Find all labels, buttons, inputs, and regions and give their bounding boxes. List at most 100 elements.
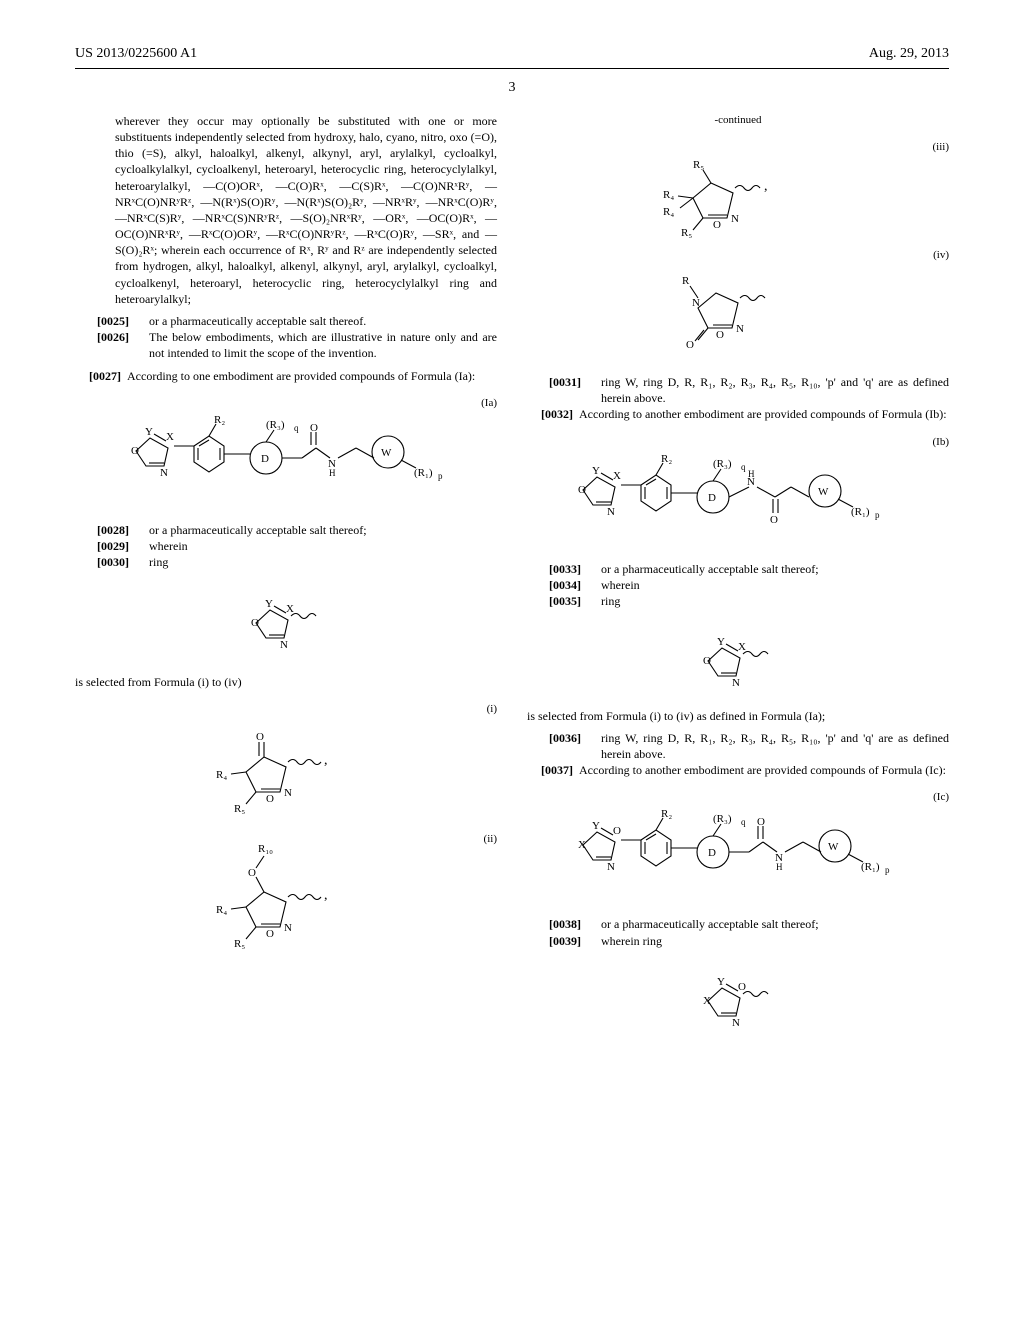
svg-text:O: O — [310, 422, 318, 434]
ring-fragment-right-2: X N Y O — [527, 961, 949, 1035]
para-0036: [0036] ring W, ring D, R, R₁, R₂, R₃, R₄… — [527, 730, 949, 762]
svg-text:R₂: R₂ — [661, 808, 672, 820]
svg-text:R₅: R₅ — [693, 159, 704, 171]
continued-label: -continued — [527, 113, 949, 128]
right-column: -continued (iii) O N R₅ R₄ — [527, 113, 949, 1047]
para-text: or a pharmaceutically acceptable salt th… — [601, 916, 949, 932]
para-text: According to one embodiment are provided… — [127, 368, 497, 384]
structure-ii: O N O R₁₀ R₄ R₅ , — [196, 832, 376, 952]
para-text: ring — [149, 554, 497, 570]
para-0039: [0039] wherein ring — [527, 933, 949, 949]
formula-ii: (ii) O N O R₁₀ R₄ — [75, 832, 497, 956]
svg-text:H: H — [776, 862, 783, 872]
formula-Ib: (Ib) O N Y X — [527, 435, 949, 549]
svg-text:,: , — [764, 179, 768, 194]
svg-text:Y: Y — [717, 636, 725, 648]
svg-text:O: O — [613, 825, 621, 837]
svg-text:R: R — [682, 275, 690, 287]
svg-text:H: H — [748, 469, 755, 479]
svg-text:R₅: R₅ — [681, 227, 692, 239]
formula-label-iii: (iii) — [933, 140, 950, 155]
para-number: [0039] — [549, 933, 601, 949]
para-number: [0038] — [549, 916, 601, 932]
page-number: 3 — [75, 79, 949, 98]
svg-text:O: O — [686, 339, 694, 351]
svg-text:(R₃): (R₃) — [266, 419, 285, 431]
para-number: [0026] — [97, 329, 149, 361]
svg-text:X: X — [703, 995, 711, 1007]
ring-fragment-right-1: O N Y X — [527, 621, 949, 695]
para-text: or a pharmaceutically acceptable salt th… — [601, 561, 949, 577]
para-number: [0037] — [527, 762, 579, 778]
svg-text:Y: Y — [265, 598, 273, 610]
svg-text:O: O — [578, 484, 586, 496]
svg-text:W: W — [828, 841, 839, 853]
structure-ring-fragment-2: O N Y X — [678, 621, 798, 691]
svg-text:O: O — [251, 617, 259, 629]
para-0027: [0027] According to one embodiment are p… — [75, 368, 497, 384]
svg-text:X: X — [166, 431, 174, 443]
formula-iv: (iv) O N N R O — [527, 248, 949, 362]
para-text: or a pharmaceutically acceptable salt th… — [149, 522, 497, 538]
svg-text:Y: Y — [145, 426, 153, 438]
svg-text:,: , — [324, 753, 328, 768]
svg-text:O: O — [757, 816, 765, 828]
para-number: [0028] — [97, 522, 149, 538]
para-0037: [0037] According to another embodiment a… — [527, 762, 949, 778]
para-number: [0025] — [97, 313, 149, 329]
para-0035: [0035] ring — [527, 593, 949, 609]
structure-i: O N O R₄ R₅ , — [196, 702, 376, 822]
para-text: According to another embodiment are prov… — [579, 762, 949, 778]
structure-Ib: O N Y X R₂ D (R₃) — [563, 435, 913, 545]
para-0031: [0031] ring W, ring D, R, R₁, R₂, R₃, R₄… — [527, 374, 949, 406]
svg-text:X: X — [286, 603, 294, 615]
svg-text:O: O — [716, 329, 724, 341]
para-number: [0030] — [97, 554, 149, 570]
svg-text:R₄: R₄ — [663, 206, 674, 218]
para-number: [0036] — [549, 730, 601, 762]
structure-iv: O N N R O — [648, 248, 828, 358]
svg-text:p: p — [875, 510, 880, 520]
substituent-paragraph: wherever they occur may optionally be su… — [75, 113, 497, 307]
formula-label-i: (i) — [487, 702, 497, 717]
para-text: wherein ring — [601, 933, 949, 949]
para-number: [0027] — [75, 368, 127, 384]
para-0028: [0028] or a pharmaceutically acceptable … — [75, 522, 497, 538]
para-number: [0033] — [549, 561, 601, 577]
para-0032: [0032] According to another embodiment a… — [527, 406, 949, 422]
svg-text:X: X — [613, 470, 621, 482]
para-0034: [0034] wherein — [527, 577, 949, 593]
page-header: US 2013/0225600 A1 Aug. 29, 2013 — [75, 45, 949, 69]
para-text: ring — [601, 593, 949, 609]
structure-iii: O N R₅ R₄ R₄ R₅ , — [648, 140, 828, 240]
formula-label-Ia: (Ia) — [481, 396, 497, 411]
svg-text:H: H — [329, 468, 336, 478]
patent-number: US 2013/0225600 A1 — [75, 45, 197, 64]
structure-Ic: Y O X N R₂ D (R₃) q — [563, 790, 913, 900]
left-column: wherever they occur may optionally be su… — [75, 113, 497, 1047]
svg-text:R₂: R₂ — [661, 453, 672, 465]
svg-text:(R₁): (R₁) — [851, 506, 870, 518]
svg-text:O: O — [248, 867, 256, 879]
svg-text:N: N — [160, 467, 168, 479]
para-text: wherein — [149, 538, 497, 554]
para-0029: [0029] wherein — [75, 538, 497, 554]
svg-text:N: N — [280, 639, 288, 651]
svg-text:D: D — [708, 847, 716, 859]
para-text: or a pharmaceutically acceptable salt th… — [149, 313, 497, 329]
svg-text:q: q — [294, 423, 299, 433]
svg-text:O: O — [131, 445, 139, 457]
para-number: [0034] — [549, 577, 601, 593]
para-0033: [0033] or a pharmaceutically acceptable … — [527, 561, 949, 577]
svg-text:N: N — [607, 506, 615, 518]
svg-text:N: N — [284, 787, 292, 799]
svg-text:(R₁): (R₁) — [861, 861, 880, 873]
formula-label-ii: (ii) — [484, 832, 497, 847]
svg-text:R₅: R₅ — [234, 938, 245, 950]
svg-text:R₄: R₄ — [216, 769, 227, 781]
svg-text:N: N — [731, 213, 739, 225]
svg-text:D: D — [708, 492, 716, 504]
svg-text:O: O — [266, 928, 274, 940]
structure-ring-fragment: O N Y X — [226, 583, 346, 658]
publication-date: Aug. 29, 2013 — [869, 45, 949, 64]
